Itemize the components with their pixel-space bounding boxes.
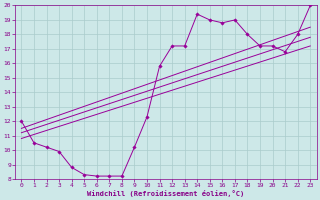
X-axis label: Windchill (Refroidissement éolien,°C): Windchill (Refroidissement éolien,°C): [87, 190, 244, 197]
